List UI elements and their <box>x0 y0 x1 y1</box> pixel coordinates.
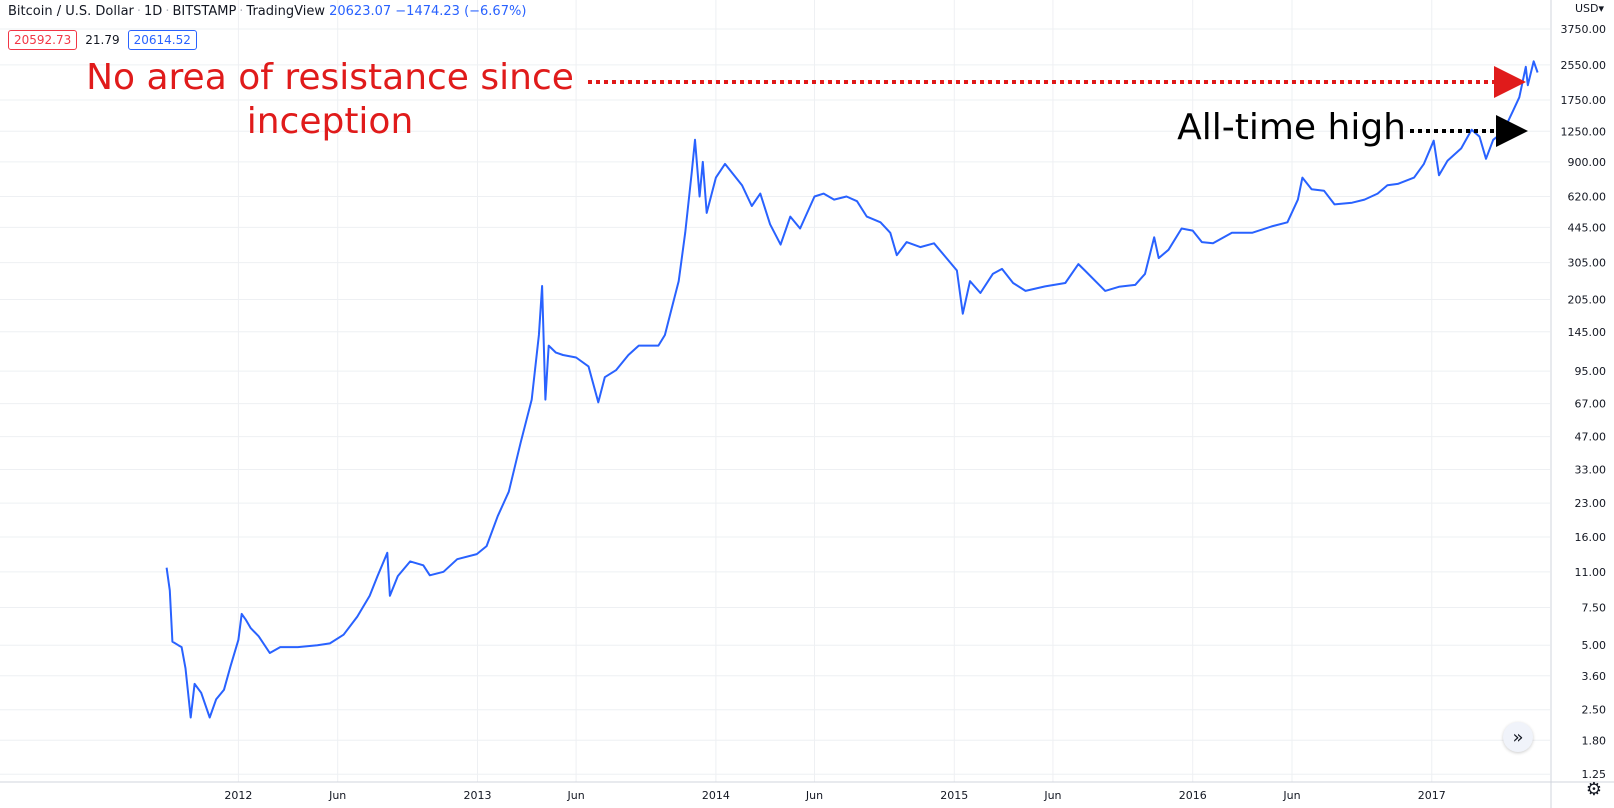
exchange-label: BITSTAMP <box>172 4 237 19</box>
symbol-legend: Bitcoin / U.S. Dollar · 1D · BITSTAMP · Tradin… <box>8 4 527 19</box>
ath-annotation: All-time high <box>1177 107 1406 148</box>
price-change: −1474.23 (−6.67%) <box>395 4 527 19</box>
last-price: 20623.07 <box>329 4 392 19</box>
buy-price-button[interactable]: 20614.52 <box>127 30 197 50</box>
source-label: TradingView <box>246 4 325 19</box>
y-tick-label: 1.80 <box>1582 734 1607 747</box>
y-tick-label: 67.00 <box>1575 398 1607 411</box>
symbol-title: Bitcoin / U.S. Dollar <box>8 4 134 19</box>
resistance-annotation: No area of resistance since inception <box>86 57 574 142</box>
y-tick-label: 1250.00 <box>1561 125 1607 138</box>
x-tick-label: Jun <box>328 789 346 802</box>
interval-label[interactable]: 1D <box>144 4 163 19</box>
y-tick-label: 1750.00 <box>1561 94 1607 107</box>
x-tick-label: Jun <box>805 789 823 802</box>
bid-ask-row: 20592.73 21.79 20614.52 <box>8 30 197 50</box>
scroll-to-realtime-button[interactable]: » <box>1503 722 1533 752</box>
y-tick-label: 23.00 <box>1575 497 1607 510</box>
y-tick-label: 16.00 <box>1575 531 1607 544</box>
x-tick-label: 2013 <box>463 789 491 802</box>
y-tick-label: 1.25 <box>1582 768 1607 781</box>
price-line <box>165 60 1539 719</box>
chevron-down-icon: ▾ <box>1598 2 1604 15</box>
sell-price-button[interactable]: 20592.73 <box>8 30 78 50</box>
spread-value: 21.79 <box>85 33 120 47</box>
x-tick-label: 2014 <box>702 789 730 802</box>
y-tick-label: 11.00 <box>1575 566 1607 579</box>
y-tick-label: 620.00 <box>1568 191 1607 204</box>
double-chevron-right-icon: » <box>1512 726 1524 748</box>
y-tick-label: 445.00 <box>1568 221 1607 234</box>
y-tick-label: 2.50 <box>1582 704 1607 717</box>
y-tick-label: 95.00 <box>1575 365 1607 378</box>
x-tick-label: Jun <box>567 789 585 802</box>
x-tick-label: Jun <box>1043 789 1061 802</box>
y-tick-label: 900.00 <box>1568 156 1607 169</box>
currency-selector[interactable]: USD▾ <box>1575 2 1604 15</box>
y-tick-label: 3750.00 <box>1561 23 1607 36</box>
y-tick-label: 3.60 <box>1582 670 1607 683</box>
y-tick-label: 205.00 <box>1568 294 1607 307</box>
x-tick-label: Jun <box>1282 789 1300 802</box>
y-tick-label: 47.00 <box>1575 431 1607 444</box>
y-tick-label: 305.00 <box>1568 257 1607 270</box>
x-tick-label: 2016 <box>1179 789 1207 802</box>
x-tick-label: 2017 <box>1418 789 1446 802</box>
currency-label: USD <box>1574 2 1599 15</box>
y-tick-label: 2550.00 <box>1561 59 1607 72</box>
gear-icon[interactable]: ⚙ <box>1585 779 1602 800</box>
x-tick-label: 2015 <box>940 789 968 802</box>
y-tick-label: 7.50 <box>1582 601 1607 614</box>
y-tick-label: 145.00 <box>1568 326 1607 339</box>
y-tick-label: 33.00 <box>1575 464 1607 477</box>
x-tick-label: 2012 <box>224 789 252 802</box>
y-tick-label: 5.00 <box>1582 639 1607 652</box>
grid <box>0 0 1550 782</box>
